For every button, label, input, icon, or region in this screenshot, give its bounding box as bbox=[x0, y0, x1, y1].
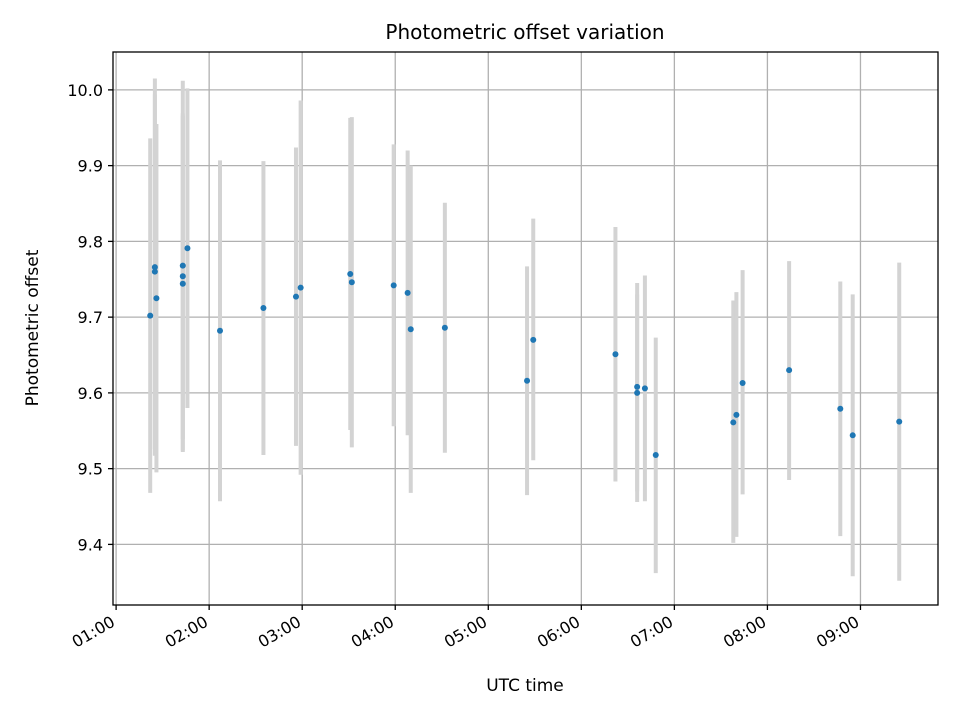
data-point bbox=[634, 389, 641, 396]
data-point bbox=[147, 312, 154, 319]
y-tick-label: 9.4 bbox=[78, 535, 103, 554]
data-point bbox=[179, 273, 186, 280]
data-point bbox=[896, 418, 903, 425]
data-point bbox=[184, 245, 191, 252]
x-axis-label: UTC time bbox=[486, 676, 564, 696]
y-tick-label: 10.0 bbox=[67, 81, 103, 100]
data-point bbox=[292, 293, 299, 300]
data-point bbox=[260, 305, 267, 312]
data-point bbox=[179, 262, 186, 269]
chart-title: Photometric offset variation bbox=[385, 20, 664, 44]
data-point bbox=[407, 326, 414, 333]
data-point bbox=[612, 351, 619, 358]
data-point bbox=[297, 284, 304, 291]
data-point bbox=[530, 336, 537, 343]
data-point bbox=[849, 432, 856, 439]
data-point bbox=[348, 279, 355, 286]
y-tick-label: 9.7 bbox=[78, 308, 103, 327]
y-tick-label: 9.6 bbox=[78, 384, 103, 403]
data-point bbox=[837, 405, 844, 412]
data-point bbox=[404, 289, 411, 296]
data-point bbox=[641, 385, 648, 392]
y-tick-label: 9.8 bbox=[78, 232, 103, 251]
y-tick-label: 9.9 bbox=[78, 157, 103, 176]
data-point bbox=[347, 270, 354, 277]
data-point bbox=[739, 380, 746, 387]
data-point bbox=[441, 324, 448, 331]
data-point bbox=[217, 327, 224, 334]
data-point bbox=[179, 280, 186, 287]
data-point bbox=[151, 268, 158, 275]
data-point bbox=[153, 295, 160, 302]
data-points bbox=[147, 245, 903, 459]
y-axis: 9.4 9.5 9.6 9.7 9.8 9.9 10.0 bbox=[67, 81, 113, 554]
data-point bbox=[524, 377, 531, 384]
data-point bbox=[730, 419, 737, 426]
y-tick-label: 9.5 bbox=[78, 460, 103, 479]
data-point bbox=[652, 452, 659, 459]
data-point bbox=[634, 383, 641, 390]
plot-frame bbox=[112, 51, 939, 606]
data-point bbox=[786, 367, 793, 374]
data-point bbox=[151, 264, 158, 271]
data-point bbox=[733, 411, 740, 418]
y-axis-label: Photometric offset bbox=[23, 249, 43, 406]
data-point bbox=[390, 282, 397, 289]
